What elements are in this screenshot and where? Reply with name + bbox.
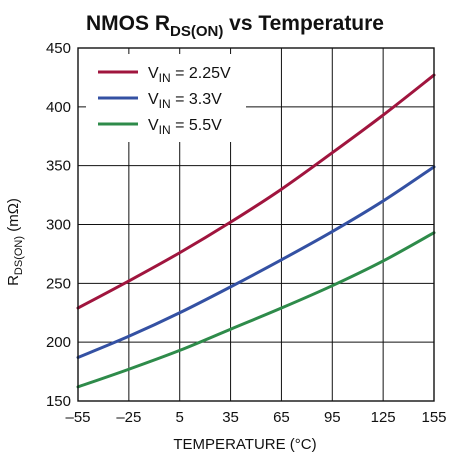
series-line-2 [76, 165, 436, 359]
legend-label-subscript: IN [159, 97, 171, 111]
x-tick-label: 5 [176, 409, 184, 426]
legend-label-main: V [148, 65, 159, 82]
chart-title: NMOS RDS(ON) vs Temperature [86, 12, 384, 40]
x-tick-label: 65 [273, 409, 290, 426]
x-tick-label: –55 [65, 409, 90, 426]
legend-label-rest: = 5.5V [171, 117, 222, 134]
legend-label-rest: = 3.3V [171, 91, 222, 108]
y-tick-label: 300 [46, 217, 71, 234]
y-axis-title-subscript: DS(ON) [13, 236, 25, 275]
legend-label-main: V [148, 117, 159, 134]
chart-title-rest: vs Temperature [223, 12, 384, 35]
plot-frame [77, 47, 435, 402]
x-tick-label: 155 [421, 409, 446, 426]
y-axis-title-main: R [5, 275, 22, 286]
legend-label-subscript: IN [159, 71, 171, 85]
y-tick-label: 200 [46, 334, 71, 351]
series-line-1 [76, 73, 436, 310]
x-axis-title: TEMPERATURE (°C) [173, 436, 316, 453]
y-axis-title-rest: (mΩ) [5, 198, 22, 236]
y-tick-label: 400 [46, 99, 71, 116]
legend-label-3: VIN = 5.5V [148, 117, 222, 137]
legend-label-main: V [148, 91, 159, 108]
y-axis-title: RDS(ON) (mΩ) [5, 198, 25, 286]
y-tick-label: 350 [46, 158, 71, 175]
chart-title-main: NMOS R [86, 12, 170, 35]
y-tick-label: 450 [46, 40, 71, 57]
x-tick-label: –25 [116, 409, 141, 426]
series-line-3 [76, 231, 436, 389]
legend-label-2: VIN = 3.3V [148, 91, 222, 111]
y-tick-label: 250 [46, 275, 71, 292]
legend-label-1: VIN = 2.25V [148, 65, 231, 85]
y-tick-label: 150 [46, 393, 71, 410]
legend-label-rest: = 2.25V [171, 65, 231, 82]
tick-label-layer: –55 –25 5 35 65 95 125 155 150 200 250 300 350 400 450 [46, 40, 447, 426]
series-layer [76, 73, 436, 389]
legend-label-subscript: IN [159, 123, 171, 137]
x-tick-label: 95 [324, 409, 341, 426]
chart-title-subscript: DS(ON) [170, 23, 223, 40]
x-tick-label: 35 [222, 409, 239, 426]
x-tick-label: 125 [371, 409, 396, 426]
